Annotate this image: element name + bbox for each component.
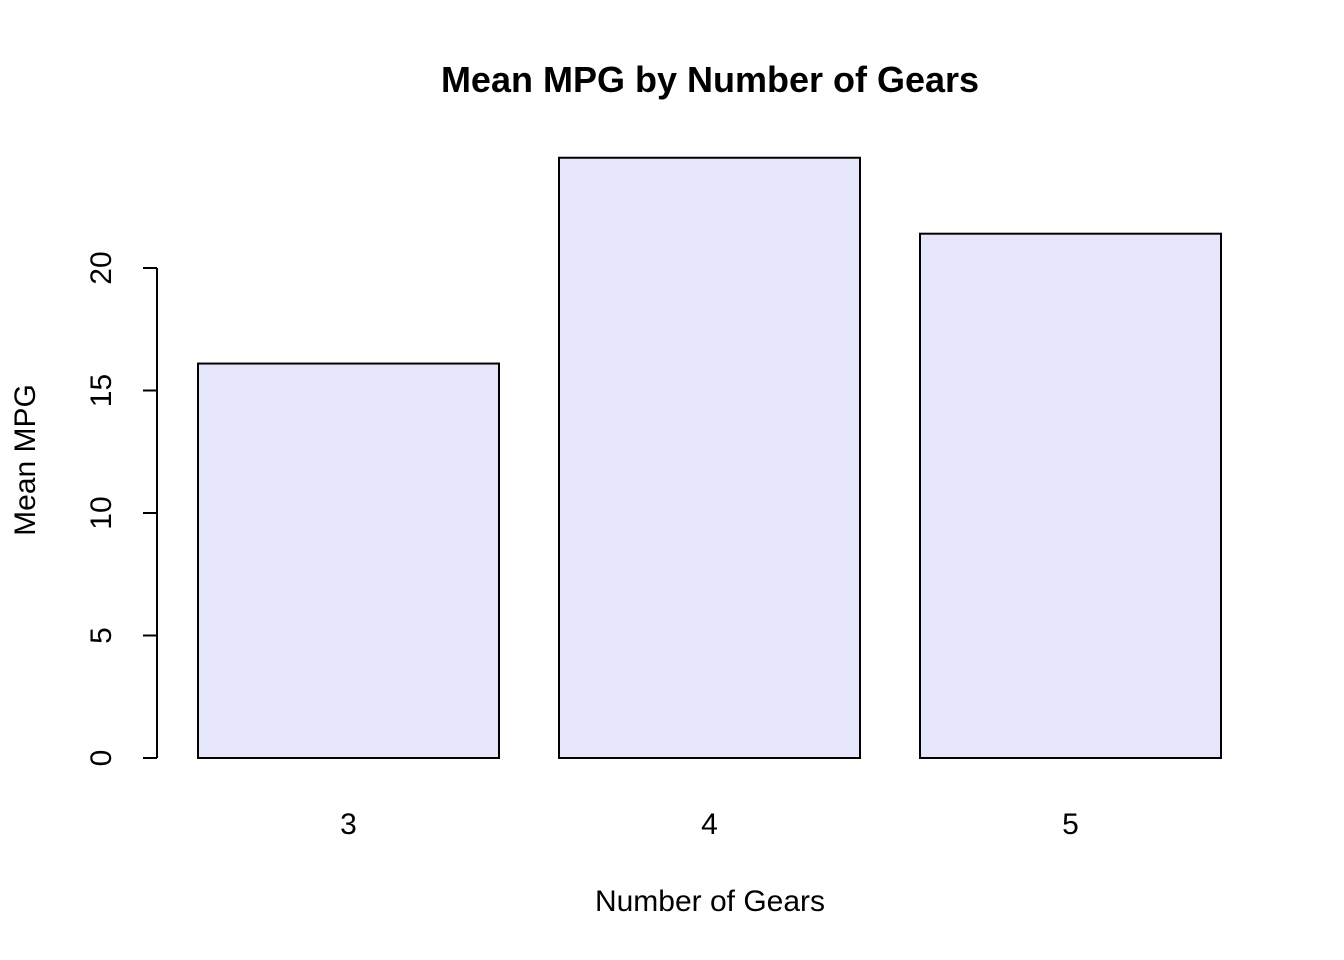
x-axis-label: Number of Gears [595,885,825,918]
bar-gear-5 [919,232,1222,759]
y-tick-label: 5 [85,627,118,644]
y-tick-label: 15 [85,374,118,407]
bar-group [197,156,1222,759]
bar-gear-4 [558,156,861,759]
x-tick-label: 5 [1062,808,1079,841]
chart-title: Mean MPG by Number of Gears [441,59,979,100]
x-tick-labels: 3 4 5 [340,808,1079,841]
x-tick-label: 3 [340,808,357,841]
x-tick-label: 4 [701,808,718,841]
y-axis-label: Mean MPG [9,384,42,536]
y-tick-label: 20 [85,251,118,284]
y-tick-label: 0 [85,750,118,767]
y-axis: 0 5 10 15 20 [85,251,158,767]
bar-gear-3 [197,362,500,759]
y-tick-label: 10 [85,496,118,529]
